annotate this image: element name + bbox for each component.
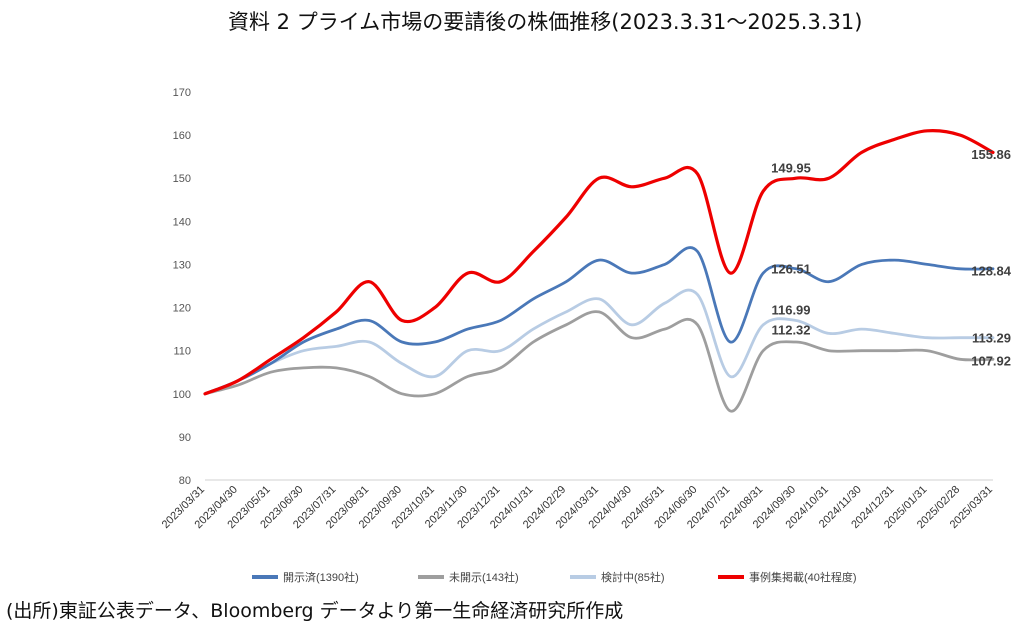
data-label: 149.95	[771, 160, 811, 175]
legend-label-2: 検討中(85社)	[601, 570, 665, 584]
x-axis: 2023/03/312023/04/302023/05/312023/06/30…	[160, 484, 995, 531]
series-line-2	[203, 288, 995, 396]
data-label: 116.99	[771, 303, 810, 318]
series-group	[203, 129, 995, 413]
y-tick-label: 80	[179, 475, 191, 487]
y-axis: 80 90 100 110 120 130 140 150 160 170	[173, 87, 191, 487]
line-chart: 80 90 100 110 120 130 140 150 160 170 2023/03/312…	[160, 87, 1012, 584]
data-label: 107.92	[971, 354, 1011, 369]
y-tick-label: 100	[173, 389, 191, 401]
series-line-3	[203, 129, 995, 396]
legend: 開示済(1390社) 未開示(143社) 検討中(85社) 事例集掲載(40社程度)	[252, 570, 857, 584]
data-label: 128.84	[971, 263, 1012, 278]
legend-label-3: 事例集掲載(40社程度)	[749, 570, 857, 584]
y-tick-label: 130	[173, 259, 191, 271]
y-tick-label: 110	[173, 346, 191, 358]
legend-label-1: 未開示(143社)	[449, 570, 519, 584]
data-label: 113.29	[972, 330, 1011, 345]
series-line-1	[203, 310, 995, 413]
data-label: 126.51	[771, 261, 811, 276]
y-tick-label: 150	[173, 173, 191, 185]
chart-title: 資料 2 プライム市場の要請後の株価推移(2023.3.31～2025.3.31…	[228, 10, 863, 34]
legend-label-0: 開示済(1390社)	[283, 570, 359, 584]
y-tick-label: 140	[173, 216, 191, 228]
y-tick-label: 90	[179, 432, 191, 444]
data-labels: 149.95 155.86 126.51 128.84 116.99 113.29 112.…	[771, 147, 1012, 369]
series-line-0	[203, 246, 995, 396]
source-note: (出所)東証公表データ、Bloomberg データより第一生命経済研究所作成	[6, 600, 624, 622]
data-label: 155.86	[971, 147, 1011, 162]
y-tick-label: 120	[173, 303, 191, 315]
y-tick-label: 170	[173, 87, 191, 99]
y-tick-label: 160	[173, 130, 191, 142]
data-label: 112.32	[771, 323, 810, 338]
